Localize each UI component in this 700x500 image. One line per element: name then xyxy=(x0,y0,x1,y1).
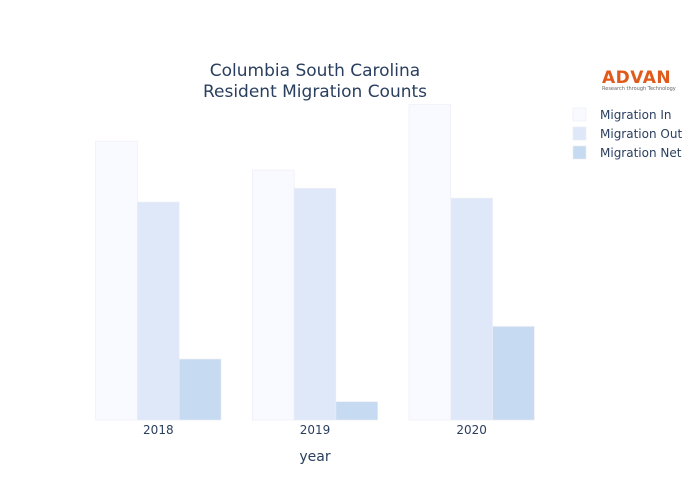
legend: Migration In Migration Out Migration Net xyxy=(572,107,682,160)
bar-migration-net-2018 xyxy=(178,358,222,421)
x-tick-label-2018: 2018 xyxy=(143,423,174,437)
bar-migration-net-2019 xyxy=(335,401,378,421)
chart-title-line1: Columbia South Carolina xyxy=(210,61,420,81)
legend-label-migration-out[interactable]: Migration Out xyxy=(600,127,682,141)
legend-swatch-migration-out[interactable] xyxy=(572,126,587,141)
bar-migration-in-2018 xyxy=(95,140,138,421)
bar-migration-in-2019 xyxy=(252,169,295,421)
bar-migration-out-2019 xyxy=(293,188,337,421)
x-axis-title: year xyxy=(299,449,330,465)
x-tick-labels: 2018 2019 2020 xyxy=(143,423,487,437)
chart-title-line2: Resident Migration Counts xyxy=(203,82,427,102)
advan-logo: ADVAN Research through Technology xyxy=(602,68,676,92)
legend-swatch-migration-net[interactable] xyxy=(572,145,587,160)
legend-label-migration-in[interactable]: Migration In xyxy=(600,108,672,122)
chart-title: Columbia South Carolina Resident Migrati… xyxy=(203,61,427,102)
bar-migration-out-2018 xyxy=(137,201,180,421)
x-tick-label-2019: 2019 xyxy=(300,423,331,437)
bar-migration-out-2020 xyxy=(450,197,493,421)
legend-label-migration-net[interactable]: Migration Net xyxy=(600,146,682,160)
bars-group xyxy=(95,104,535,421)
bar-migration-net-2020 xyxy=(492,326,535,421)
logo-wordmark: ADVAN xyxy=(602,68,671,88)
legend-swatch-migration-in[interactable] xyxy=(572,107,587,122)
logo-tagline: Research through Technology xyxy=(602,86,676,92)
bar-migration-in-2020 xyxy=(408,104,452,421)
x-tick-label-2020: 2020 xyxy=(456,423,487,437)
